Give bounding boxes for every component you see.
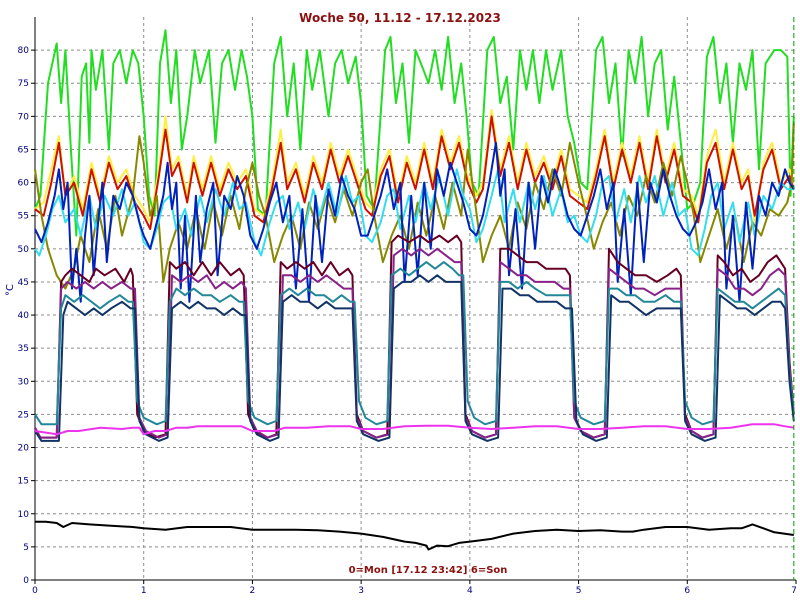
series-group — [34, 29, 795, 551]
chart-footer: 0=Mon [17.12 23:42] 6=Son — [349, 565, 508, 576]
x-tick-label: 5 — [576, 586, 582, 596]
series-line-6 — [34, 141, 795, 303]
y-tick-label: 55 — [18, 212, 29, 222]
y-tick-label: 15 — [18, 477, 29, 487]
y-tick-label: 80 — [18, 46, 30, 56]
series-line-1 — [34, 29, 795, 237]
x-tick-label: 1 — [141, 586, 147, 596]
y-tick-label: 30 — [18, 377, 30, 387]
x-tick-label: 2 — [250, 586, 256, 596]
series-line-2 — [34, 108, 795, 224]
y-tick-labels: 0 5 10 15 20 25 30 35 40 45 50 55 60 65 70 75 80 — [18, 46, 35, 586]
series-line-11 — [34, 423, 794, 436]
chart-title: Woche 50, 11.12 - 17.12.2023 — [299, 11, 501, 25]
series-line-7 — [34, 234, 795, 439]
y-tick-label: 75 — [18, 79, 29, 89]
series-line-10 — [34, 274, 795, 442]
y-tick-label: 40 — [18, 311, 30, 321]
x-tick-label: 0 — [32, 586, 38, 596]
x-tick-label: 7 — [791, 586, 797, 596]
x-tick-label: 4 — [467, 586, 473, 596]
x-tick-labels: 0 1 2 3 4 5 6 7 — [32, 580, 797, 596]
y-tick-label: 60 — [18, 179, 30, 189]
y-tick-label: 0 — [23, 576, 29, 586]
x-tick-label: 3 — [358, 586, 364, 596]
series-line-12 — [35, 520, 794, 551]
y-tick-label: 45 — [18, 278, 29, 288]
x-tick-label: 6 — [684, 586, 690, 596]
y-tick-label: 65 — [18, 145, 29, 155]
y-tick-label: 20 — [18, 444, 30, 454]
y-tick-label: 50 — [18, 245, 30, 255]
series-line-4 — [34, 122, 795, 290]
y-tick-label: 70 — [18, 112, 30, 122]
series-line-3 — [34, 115, 795, 230]
y-tick-label: 10 — [18, 510, 30, 520]
y-tick-label: 35 — [18, 344, 29, 354]
axes — [34, 17, 796, 581]
y-tick-label: 25 — [18, 410, 29, 420]
series-line-9 — [34, 261, 795, 426]
y-tick-label: 5 — [23, 543, 29, 553]
series-line-8 — [34, 247, 795, 439]
y-axis-label: °C — [5, 284, 16, 296]
